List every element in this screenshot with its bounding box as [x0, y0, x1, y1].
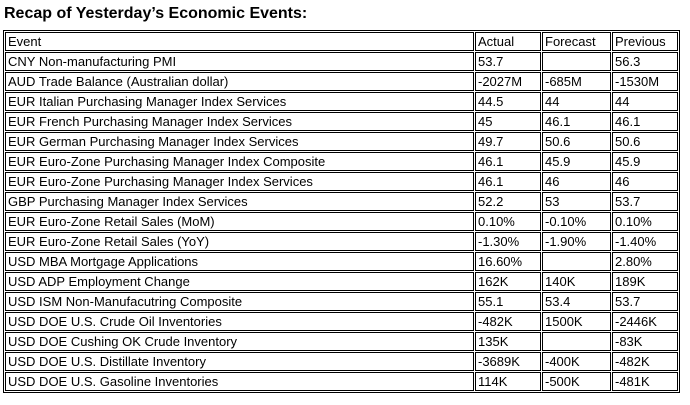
table-row: USD DOE Cushing OK Crude Inventory 135K -8… — [5, 332, 678, 351]
table-row: EUR Euro-Zone Retail Sales (MoM) 0.10% -0.… — [5, 212, 678, 231]
cell-event: CNY Non-manufacturing PMI — [5, 52, 474, 71]
cell-event: USD DOE U.S. Crude Oil Inventories — [5, 312, 474, 331]
cell-forecast — [542, 332, 611, 351]
cell-previous: -1.40% — [612, 232, 678, 251]
cell-actual: 53.7 — [475, 52, 541, 71]
cell-forecast: 45.9 — [542, 152, 611, 171]
cell-previous: 46.1 — [612, 112, 678, 131]
cell-event: EUR Euro-Zone Purchasing Manager Index C… — [5, 152, 474, 171]
cell-actual: 52.2 — [475, 192, 541, 211]
cell-event: USD DOE U.S. Distillate Inventory — [5, 352, 474, 371]
cell-actual: 135K — [475, 332, 541, 351]
table-header-row: Event Actual Forecast Previous — [5, 32, 678, 51]
economic-events-table: Event Actual Forecast Previous CNY Non-m… — [3, 30, 680, 393]
cell-forecast: 53.4 — [542, 292, 611, 311]
cell-event: AUD Trade Balance (Australian dollar) — [5, 72, 474, 91]
cell-forecast: -0.10% — [542, 212, 611, 231]
cell-previous: 44 — [612, 92, 678, 111]
cell-actual: 0.10% — [475, 212, 541, 231]
table-row: EUR Italian Purchasing Manager Index Ser… — [5, 92, 678, 111]
cell-event: USD DOE U.S. Gasoline Inventories — [5, 372, 474, 391]
cell-forecast: 44 — [542, 92, 611, 111]
cell-event: EUR Euro-Zone Purchasing Manager Index S… — [5, 172, 474, 191]
column-header-forecast: Forecast — [542, 32, 611, 51]
cell-actual: 16.60% — [475, 252, 541, 271]
table-row: USD DOE U.S. Crude Oil Inventories -482K 1… — [5, 312, 678, 331]
cell-actual: 44.5 — [475, 92, 541, 111]
table-row: EUR French Purchasing Manager Index Serv… — [5, 112, 678, 131]
cell-forecast — [542, 252, 611, 271]
cell-actual: 114K — [475, 372, 541, 391]
cell-actual: 55.1 — [475, 292, 541, 311]
cell-previous: 56.3 — [612, 52, 678, 71]
table-row: USD DOE U.S. Gasoline Inventories 114K -50… — [5, 372, 678, 391]
cell-previous: 53.7 — [612, 292, 678, 311]
table-row: USD ISM Non-Manufacutring Composite 55.1 5… — [5, 292, 678, 311]
cell-actual: 46.1 — [475, 152, 541, 171]
table-body: CNY Non-manufacturing PMI 53.7 56.3 AUD Tra… — [5, 52, 678, 391]
cell-actual: -3689K — [475, 352, 541, 371]
cell-forecast: -685M — [542, 72, 611, 91]
cell-event: USD ISM Non-Manufacutring Composite — [5, 292, 474, 311]
cell-previous: 189K — [612, 272, 678, 291]
cell-forecast: -400K — [542, 352, 611, 371]
cell-forecast: 46 — [542, 172, 611, 191]
table-row: EUR German Purchasing Manager Index Serv… — [5, 132, 678, 151]
cell-previous: -482K — [612, 352, 678, 371]
table-row: GBP Purchasing Manager Index Services 52.… — [5, 192, 678, 211]
cell-actual: 46.1 — [475, 172, 541, 191]
cell-previous: -481K — [612, 372, 678, 391]
cell-event: USD DOE Cushing OK Crude Inventory — [5, 332, 474, 351]
cell-previous: 45.9 — [612, 152, 678, 171]
cell-previous: 2.80% — [612, 252, 678, 271]
cell-actual: -482K — [475, 312, 541, 331]
table-row: USD MBA Mortgage Applications 16.60% 2.80% — [5, 252, 678, 271]
cell-previous: 53.7 — [612, 192, 678, 211]
table-row: EUR Euro-Zone Purchasing Manager Index C… — [5, 152, 678, 171]
column-header-event: Event — [5, 32, 474, 51]
cell-forecast: 1500K — [542, 312, 611, 331]
cell-forecast: -500K — [542, 372, 611, 391]
table-row: AUD Trade Balance (Australian dollar) -20… — [5, 72, 678, 91]
column-header-previous: Previous — [612, 32, 678, 51]
table-row: USD ADP Employment Change 162K 140K 189K — [5, 272, 678, 291]
table-row: CNY Non-manufacturing PMI 53.7 56.3 — [5, 52, 678, 71]
cell-event: EUR French Purchasing Manager Index Serv… — [5, 112, 474, 131]
cell-event: USD ADP Employment Change — [5, 272, 474, 291]
table-row: EUR Euro-Zone Purchasing Manager Index S… — [5, 172, 678, 191]
cell-previous: 50.6 — [612, 132, 678, 151]
cell-forecast — [542, 52, 611, 71]
cell-event: EUR Euro-Zone Retail Sales (YoY) — [5, 232, 474, 251]
cell-previous: -1530M — [612, 72, 678, 91]
cell-actual: -2027M — [475, 72, 541, 91]
column-header-actual: Actual — [475, 32, 541, 51]
page-title: Recap of Yesterday’s Economic Events: — [4, 5, 308, 22]
cell-actual: 49.7 — [475, 132, 541, 151]
cell-actual: 45 — [475, 112, 541, 131]
cell-previous: -83K — [612, 332, 678, 351]
cell-previous: 0.10% — [612, 212, 678, 231]
cell-forecast: 46.1 — [542, 112, 611, 131]
cell-event: GBP Purchasing Manager Index Services — [5, 192, 474, 211]
cell-actual: -1.30% — [475, 232, 541, 251]
cell-event: EUR Italian Purchasing Manager Index Ser… — [5, 92, 474, 111]
cell-forecast: 53 — [542, 192, 611, 211]
table-row: EUR Euro-Zone Retail Sales (YoY) -1.30% -1… — [5, 232, 678, 251]
cell-actual: 162K — [475, 272, 541, 291]
cell-event: EUR German Purchasing Manager Index Serv… — [5, 132, 474, 151]
cell-forecast: -1.90% — [542, 232, 611, 251]
cell-forecast: 140K — [542, 272, 611, 291]
table-row: USD DOE U.S. Distillate Inventory -3689K -… — [5, 352, 678, 371]
cell-previous: -2446K — [612, 312, 678, 331]
cell-event: USD MBA Mortgage Applications — [5, 252, 474, 271]
cell-event: EUR Euro-Zone Retail Sales (MoM) — [5, 212, 474, 231]
cell-previous: 46 — [612, 172, 678, 191]
cell-forecast: 50.6 — [542, 132, 611, 151]
